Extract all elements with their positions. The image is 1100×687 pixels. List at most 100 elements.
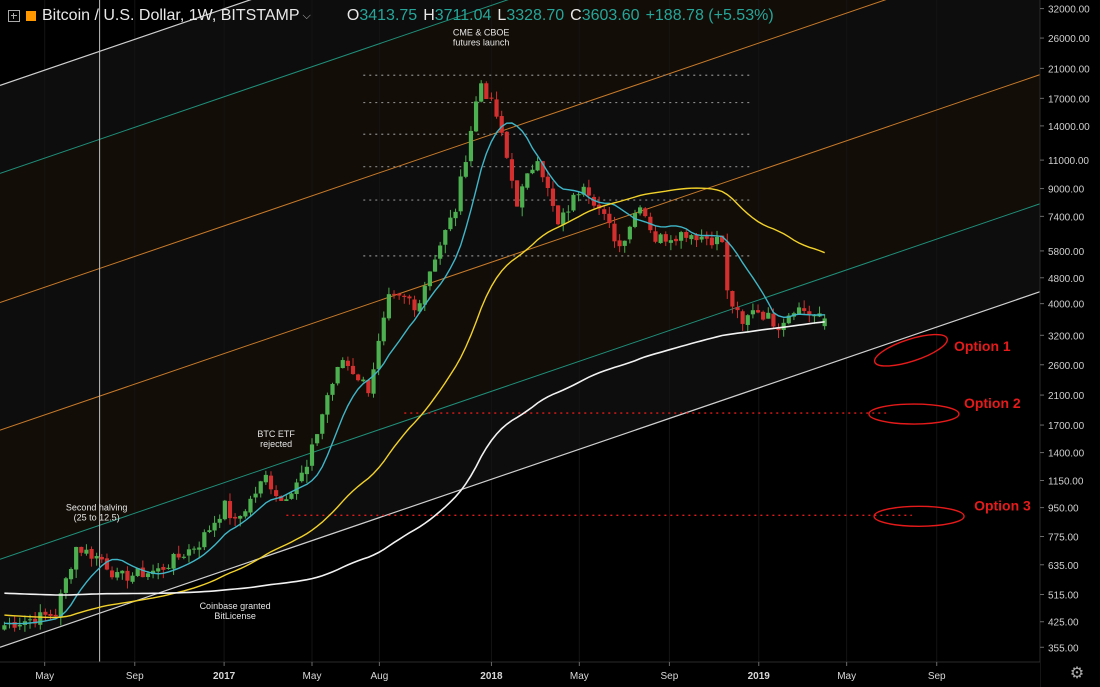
chart-header: Bitcoin / U.S. Dollar, 1W, BITSTAMP ⌵ O …	[8, 5, 774, 27]
candle-body	[520, 186, 525, 208]
candle-body	[807, 311, 812, 315]
candle-body	[74, 546, 79, 570]
candle-body	[612, 223, 617, 242]
candle-body	[371, 369, 376, 394]
candle-body	[663, 234, 668, 242]
candle-body	[227, 501, 233, 519]
candle-body	[627, 226, 632, 240]
candle-body	[571, 194, 576, 211]
candle-body	[407, 296, 412, 299]
y-tick-label: 3200.00	[1048, 331, 1085, 342]
y-tick-label: 4000.00	[1048, 300, 1085, 311]
y-tick-label: 1150.00	[1048, 477, 1084, 488]
candle-body	[586, 187, 591, 196]
candle-body	[53, 614, 58, 617]
candle-body	[453, 211, 458, 219]
high-label: H	[423, 7, 435, 24]
y-tick-label: 425.00	[1048, 618, 1079, 629]
candle-body	[243, 511, 248, 517]
candle-body	[207, 530, 212, 533]
candle-body	[12, 622, 17, 628]
candle-body	[602, 209, 607, 214]
option-ellipse	[873, 505, 965, 527]
event-annotation-label: rejected	[260, 439, 292, 449]
x-tick-label: May	[303, 671, 322, 682]
candle-body	[555, 205, 561, 225]
open-value: 3413.75	[359, 7, 418, 24]
event-annotation-label: futures launch	[453, 37, 510, 47]
candle-body	[356, 374, 361, 381]
low-value: 3328.70	[506, 7, 565, 24]
candle-body	[463, 162, 468, 177]
candle-body	[740, 311, 745, 324]
candle-body	[504, 131, 509, 158]
candle-body	[166, 567, 171, 569]
candle-body	[443, 230, 448, 245]
candle-body	[596, 204, 602, 209]
candle-body	[540, 161, 545, 178]
candle-body	[755, 310, 761, 313]
y-tick-label: 9000.00	[1048, 185, 1085, 196]
candle-body	[684, 232, 689, 238]
x-tick-label: 2018	[480, 671, 503, 682]
candle-body	[94, 556, 99, 559]
y-tick-label: 355.00	[1048, 643, 1079, 654]
ma-slow-line	[4, 321, 825, 596]
candle-body	[386, 294, 392, 319]
candle-body	[479, 83, 484, 102]
y-tick-label: 1700.00	[1048, 421, 1085, 432]
expand-icon[interactable]	[8, 10, 20, 22]
candle-body	[191, 548, 197, 550]
candle-body	[361, 379, 366, 382]
x-tick-label: May	[837, 671, 856, 682]
y-tick-label: 17000.00	[1048, 94, 1090, 105]
candle-body	[391, 293, 397, 295]
candle-body	[709, 237, 714, 246]
candle-body	[761, 311, 766, 320]
candle-body	[617, 240, 622, 247]
candle-body	[689, 235, 694, 240]
y-tick-label: 11000.00	[1048, 156, 1089, 167]
y-tick-label: 1400.00	[1048, 449, 1085, 460]
x-tick-label: May	[570, 671, 589, 682]
candle-body	[376, 340, 381, 370]
candle-body	[315, 434, 320, 444]
candle-body	[58, 593, 63, 617]
candle-body	[253, 493, 258, 498]
channel-line-upper-white	[0, 0, 252, 86]
symbol-title[interactable]: Bitcoin / U.S. Dollar, 1W, BITSTAMP	[42, 7, 300, 24]
low-label: L	[497, 7, 507, 24]
candle-body	[561, 212, 566, 225]
candle-body	[48, 613, 53, 616]
y-tick-label: 26000.00	[1048, 34, 1090, 45]
settings-gear-icon[interactable]: ⚙	[1069, 665, 1085, 682]
y-tick-label: 32000.00	[1048, 5, 1090, 16]
x-tick-label: Sep	[928, 671, 946, 682]
candle-body	[694, 234, 699, 241]
event-annotation-label: Coinbase granted	[200, 601, 271, 611]
candle-body	[115, 572, 120, 578]
candle-body	[150, 570, 156, 575]
x-tick-label: Aug	[370, 671, 388, 682]
channel-line-upper-teal	[0, 0, 509, 174]
candle-body	[638, 207, 643, 214]
candle-body	[43, 611, 48, 615]
chevron-down-icon[interactable]: ⌵	[302, 9, 311, 22]
ma-fast-line	[4, 122, 825, 625]
candle-body	[591, 196, 597, 206]
candle-body	[566, 211, 571, 213]
x-tick-label: Sep	[661, 671, 679, 682]
close-label: C	[570, 7, 582, 24]
channel-line-upper-orange	[0, 0, 887, 303]
y-tick-label: 775.00	[1048, 532, 1079, 543]
candle-body	[320, 414, 325, 434]
candle-body	[130, 575, 135, 582]
candle-body	[381, 317, 386, 342]
candle-body	[658, 234, 663, 244]
y-tick-label: 5800.00	[1048, 247, 1085, 258]
option-1-ellipse	[873, 333, 948, 367]
candle-body	[581, 186, 586, 195]
channel-band-0	[0, 203, 1040, 648]
candle-body	[750, 310, 756, 315]
